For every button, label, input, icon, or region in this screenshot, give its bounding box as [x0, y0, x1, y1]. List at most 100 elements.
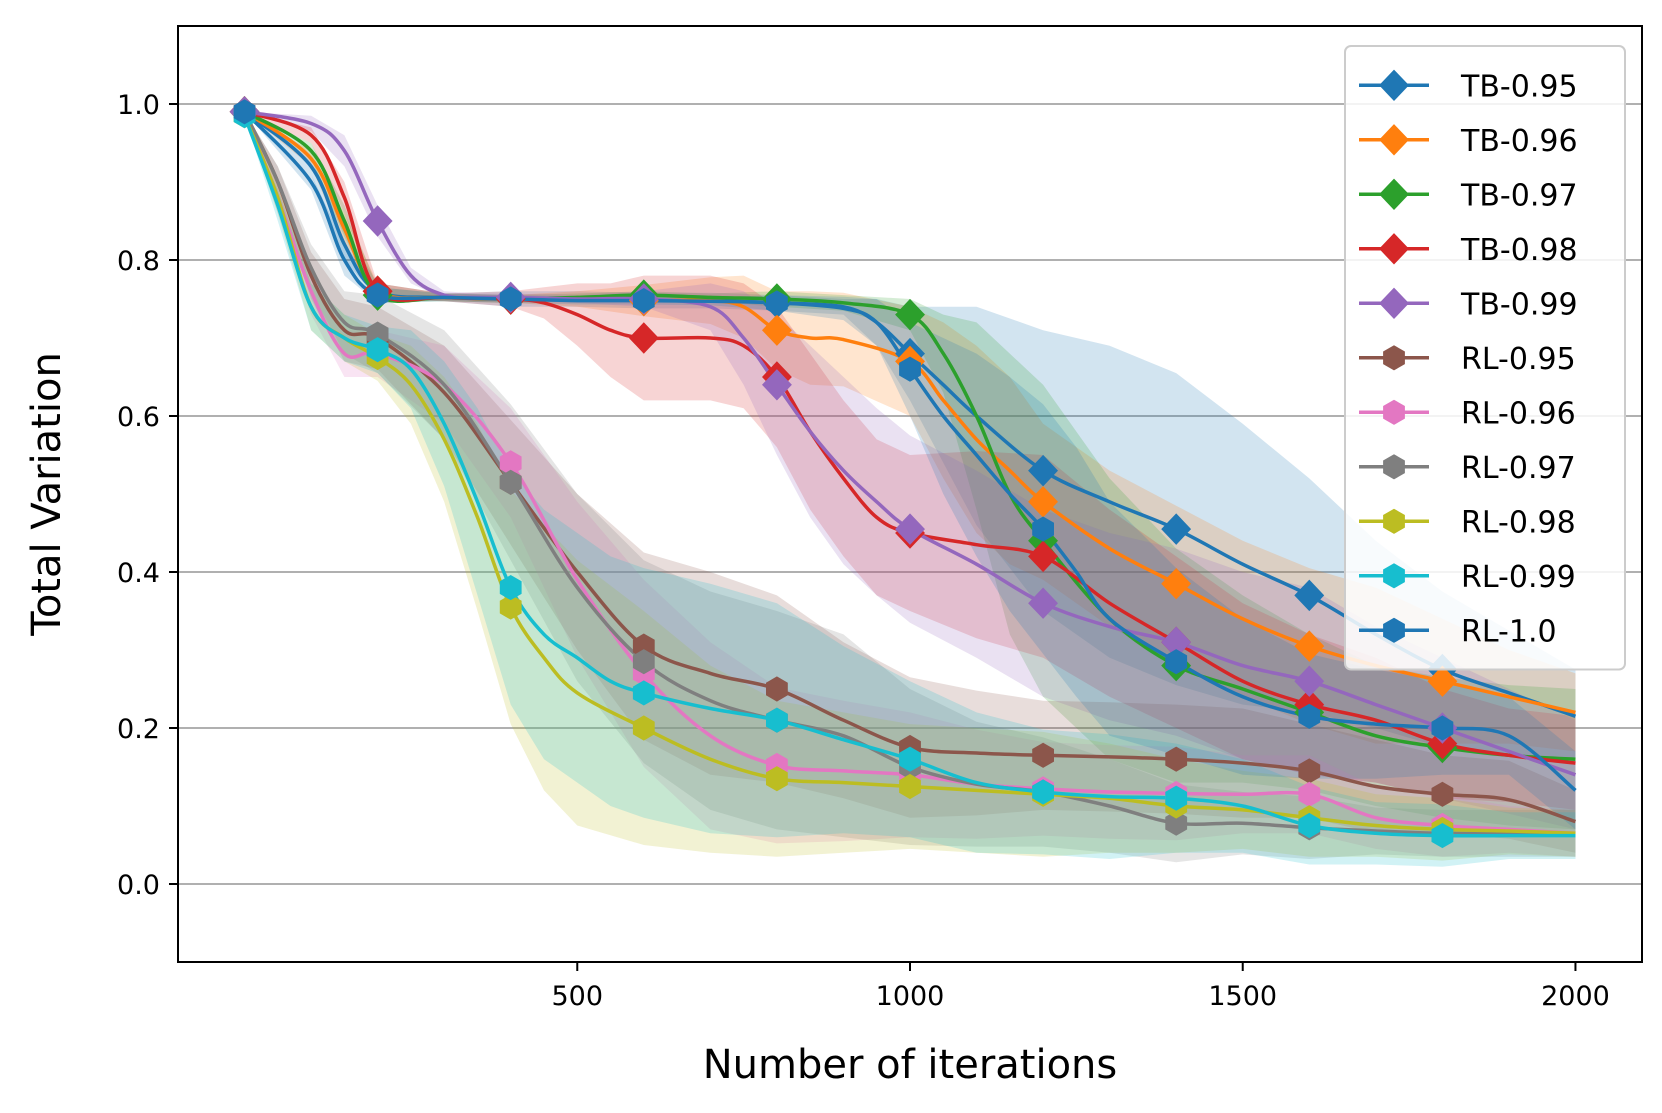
marker-RL-0.97-1400	[1165, 810, 1188, 836]
band-RL-1.0	[244, 111, 1576, 830]
band-RL-0.98	[244, 115, 1576, 861]
band-RL-0.97	[244, 111, 1576, 863]
legend-box	[1344, 45, 1626, 671]
y-tick-label: 0.6	[117, 402, 160, 433]
legend-item-RL-1.0: RL-1.0	[1359, 614, 1557, 649]
marker-RL-1.0-1200	[1032, 516, 1054, 542]
legend-item-TB-0.97: TB-0.97	[1359, 178, 1578, 213]
legend-marker	[1379, 233, 1409, 265]
legend-label: TB-0.97	[1460, 178, 1578, 213]
marker-TB-0.97-1000	[895, 298, 925, 331]
legend-marker	[1383, 399, 1405, 425]
legend-label: TB-0.98	[1460, 233, 1578, 268]
legend-marker	[1383, 508, 1405, 534]
legend-marker	[1379, 124, 1409, 156]
band-TB-0.99	[244, 111, 1576, 830]
legend-item-RL-0.99: RL-0.99	[1359, 560, 1576, 595]
band-RL-0.99	[244, 115, 1576, 867]
marker-RL-1.0-400	[499, 286, 522, 312]
marker-RL-0.97-600	[632, 649, 655, 675]
marker-RL-0.99-1400	[1165, 785, 1188, 811]
legend-marker	[1383, 563, 1405, 589]
marker-RL-0.99-1200	[1032, 779, 1054, 805]
legend-label: RL-0.95	[1461, 342, 1576, 377]
y-tick-label: 0.4	[117, 558, 160, 589]
marker-TB-0.96-800	[762, 314, 792, 346]
legend: TB-0.95 TB-0.96 TB-0.97 TB-0.98 TB-0.99 RL-0.…	[1344, 45, 1626, 671]
marker-RL-1.0-1800	[1431, 715, 1454, 741]
legend-label: RL-0.98	[1461, 505, 1576, 540]
legend-marker	[1379, 69, 1409, 102]
y-axis-ticks: 0.0 0.2 0.4 0.6 0.8 1.0	[117, 90, 178, 901]
band-TB-0.98	[244, 111, 1576, 810]
marker-TB-0.96-1600	[1294, 630, 1325, 662]
legend-item-TB-0.95: TB-0.95	[1359, 69, 1578, 104]
marker-RL-0.99-400	[499, 575, 522, 601]
legend-item-TB-0.98: TB-0.98	[1359, 233, 1578, 268]
x-axis-title: Number of iterations	[703, 1042, 1118, 1088]
marker-RL-0.95-800	[766, 676, 788, 702]
marker-RL-1.0-1600	[1298, 703, 1321, 729]
marker-RL-0.99-1800	[1431, 823, 1454, 849]
x-tick-label: 500	[551, 981, 603, 1012]
legend-item-TB-0.96: TB-0.96	[1359, 124, 1578, 159]
y-tick-label: 0.2	[117, 714, 160, 745]
y-tick-label: 1.0	[117, 90, 160, 121]
marker-TB-0.99-1600	[1294, 665, 1325, 697]
marker-TB-0.98-600	[628, 322, 659, 354]
marker-RL-1.0-1400	[1165, 649, 1188, 675]
band-TB-0.97	[244, 111, 1576, 830]
legend-marker	[1383, 617, 1405, 643]
series-markers	[229, 96, 1458, 849]
legend-item-RL-0.96: RL-0.96	[1359, 396, 1576, 431]
legend-item-RL-0.95: RL-0.95	[1359, 342, 1576, 377]
marker-RL-0.97-400	[499, 469, 522, 495]
legend-marker	[1383, 454, 1405, 480]
legend-item-RL-0.98: RL-0.98	[1359, 505, 1576, 540]
legend-item-TB-0.99: TB-0.99	[1359, 287, 1578, 322]
legend-marker	[1379, 287, 1409, 320]
y-tick-label: 0.0	[117, 870, 160, 901]
marker-TB-0.99-800	[762, 369, 792, 401]
y-tick-label: 0.8	[117, 246, 160, 277]
marker-RL-1.0-800	[766, 290, 788, 316]
marker-RL-0.99-1600	[1298, 812, 1321, 839]
marker-RL-0.98-1000	[899, 773, 921, 800]
marker-RL-0.99-200	[366, 337, 389, 363]
marker-RL-1.0-0	[233, 99, 256, 125]
marker-RL-0.98-400	[499, 594, 522, 620]
marker-TB-0.95-1600	[1294, 579, 1325, 612]
legend-marker	[1383, 345, 1405, 371]
marker-RL-1.0-200	[366, 282, 389, 308]
legend-label: RL-0.99	[1461, 560, 1576, 595]
marker-RL-1.0-600	[632, 288, 655, 314]
marker-RL-0.99-1000	[899, 746, 921, 772]
band-TB-0.96	[244, 111, 1576, 752]
marker-RL-0.99-800	[766, 707, 788, 733]
legend-label: RL-1.0	[1461, 614, 1557, 649]
marker-RL-0.98-600	[632, 715, 655, 741]
marker-TB-0.98-1200	[1028, 540, 1058, 573]
marker-RL-0.98-800	[766, 766, 788, 792]
legend-label: TB-0.95	[1460, 69, 1578, 104]
marker-RL-0.95-1400	[1165, 746, 1188, 772]
legend-label: TB-0.96	[1460, 124, 1578, 159]
legend-label: RL-0.96	[1461, 396, 1576, 431]
marker-RL-1.0-1000	[899, 356, 921, 382]
marker-TB-0.96-1800	[1427, 665, 1458, 697]
marker-TB-0.95-1400	[1161, 513, 1192, 545]
marker-TB-0.99-200	[362, 205, 393, 237]
marker-TB-0.99-1000	[895, 513, 925, 545]
marker-RL-0.95-1200	[1032, 742, 1054, 768]
x-tick-label: 1000	[876, 981, 945, 1012]
marker-RL-0.95-1800	[1431, 781, 1454, 807]
x-tick-label: 2000	[1541, 981, 1610, 1012]
legend-label: TB-0.99	[1460, 287, 1578, 322]
x-tick-label: 1500	[1208, 981, 1277, 1012]
marker-TB-0.95-1200	[1028, 454, 1058, 487]
marker-TB-0.96-1400	[1161, 567, 1192, 600]
legend-marker	[1379, 178, 1409, 211]
marker-RL-0.99-600	[632, 680, 655, 706]
x-axis-ticks: 500 1000 1500 2000	[551, 962, 1610, 1012]
